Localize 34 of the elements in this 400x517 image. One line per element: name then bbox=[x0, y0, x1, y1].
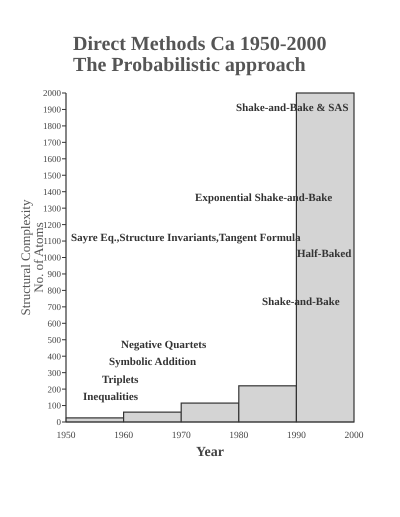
y-tick-label: 1200 bbox=[43, 220, 62, 230]
y-tick-label: 600 bbox=[48, 318, 62, 328]
y-tick-label: 400 bbox=[48, 351, 62, 362]
annotation: Negative Quartets bbox=[121, 338, 207, 351]
y-tick-label: 1900 bbox=[43, 104, 62, 115]
y-tick-label: 2000 bbox=[43, 88, 62, 98]
y-tick-label: 1800 bbox=[43, 121, 62, 132]
x-tick-label: 1990 bbox=[286, 431, 306, 441]
x-tick-label: 2000 bbox=[344, 431, 364, 441]
annotation: Inequalities bbox=[83, 390, 139, 403]
y-tick-label: 100 bbox=[48, 400, 62, 411]
y-tick-label: 900 bbox=[48, 269, 62, 280]
y-tick-label: 0 bbox=[56, 417, 62, 428]
x-tick-label: 1950 bbox=[56, 431, 76, 441]
x-tick-label: 1960 bbox=[114, 431, 134, 441]
y-tick-label: 200 bbox=[48, 384, 62, 394]
chart-title: Direct Methods Ca 1950-2000 The Probabilistic approach bbox=[73, 33, 326, 76]
y-tick-label: 1000 bbox=[43, 252, 62, 263]
y-tick-label: 1400 bbox=[43, 186, 62, 197]
x-axis-title: Year bbox=[196, 445, 224, 460]
x-tick-label: 1980 bbox=[229, 431, 249, 441]
y-tick-label: 1300 bbox=[43, 203, 62, 214]
y-tick-label: 1100 bbox=[43, 236, 62, 246]
annotation: Triplets bbox=[102, 374, 140, 386]
annotation: Half-Baked bbox=[297, 248, 352, 260]
y-tick-label: 300 bbox=[48, 368, 62, 378]
annotation: Symbolic Addition bbox=[109, 356, 196, 368]
y-tick-label: 1600 bbox=[43, 154, 62, 164]
y-tick-label: 700 bbox=[48, 302, 62, 312]
y-tick-label: 800 bbox=[48, 286, 62, 296]
y-tick-label: 500 bbox=[48, 334, 62, 345]
y-tick-label: 1700 bbox=[43, 138, 62, 148]
x-tick-label: 1970 bbox=[172, 431, 191, 441]
y-tick-label: 1500 bbox=[43, 170, 62, 180]
